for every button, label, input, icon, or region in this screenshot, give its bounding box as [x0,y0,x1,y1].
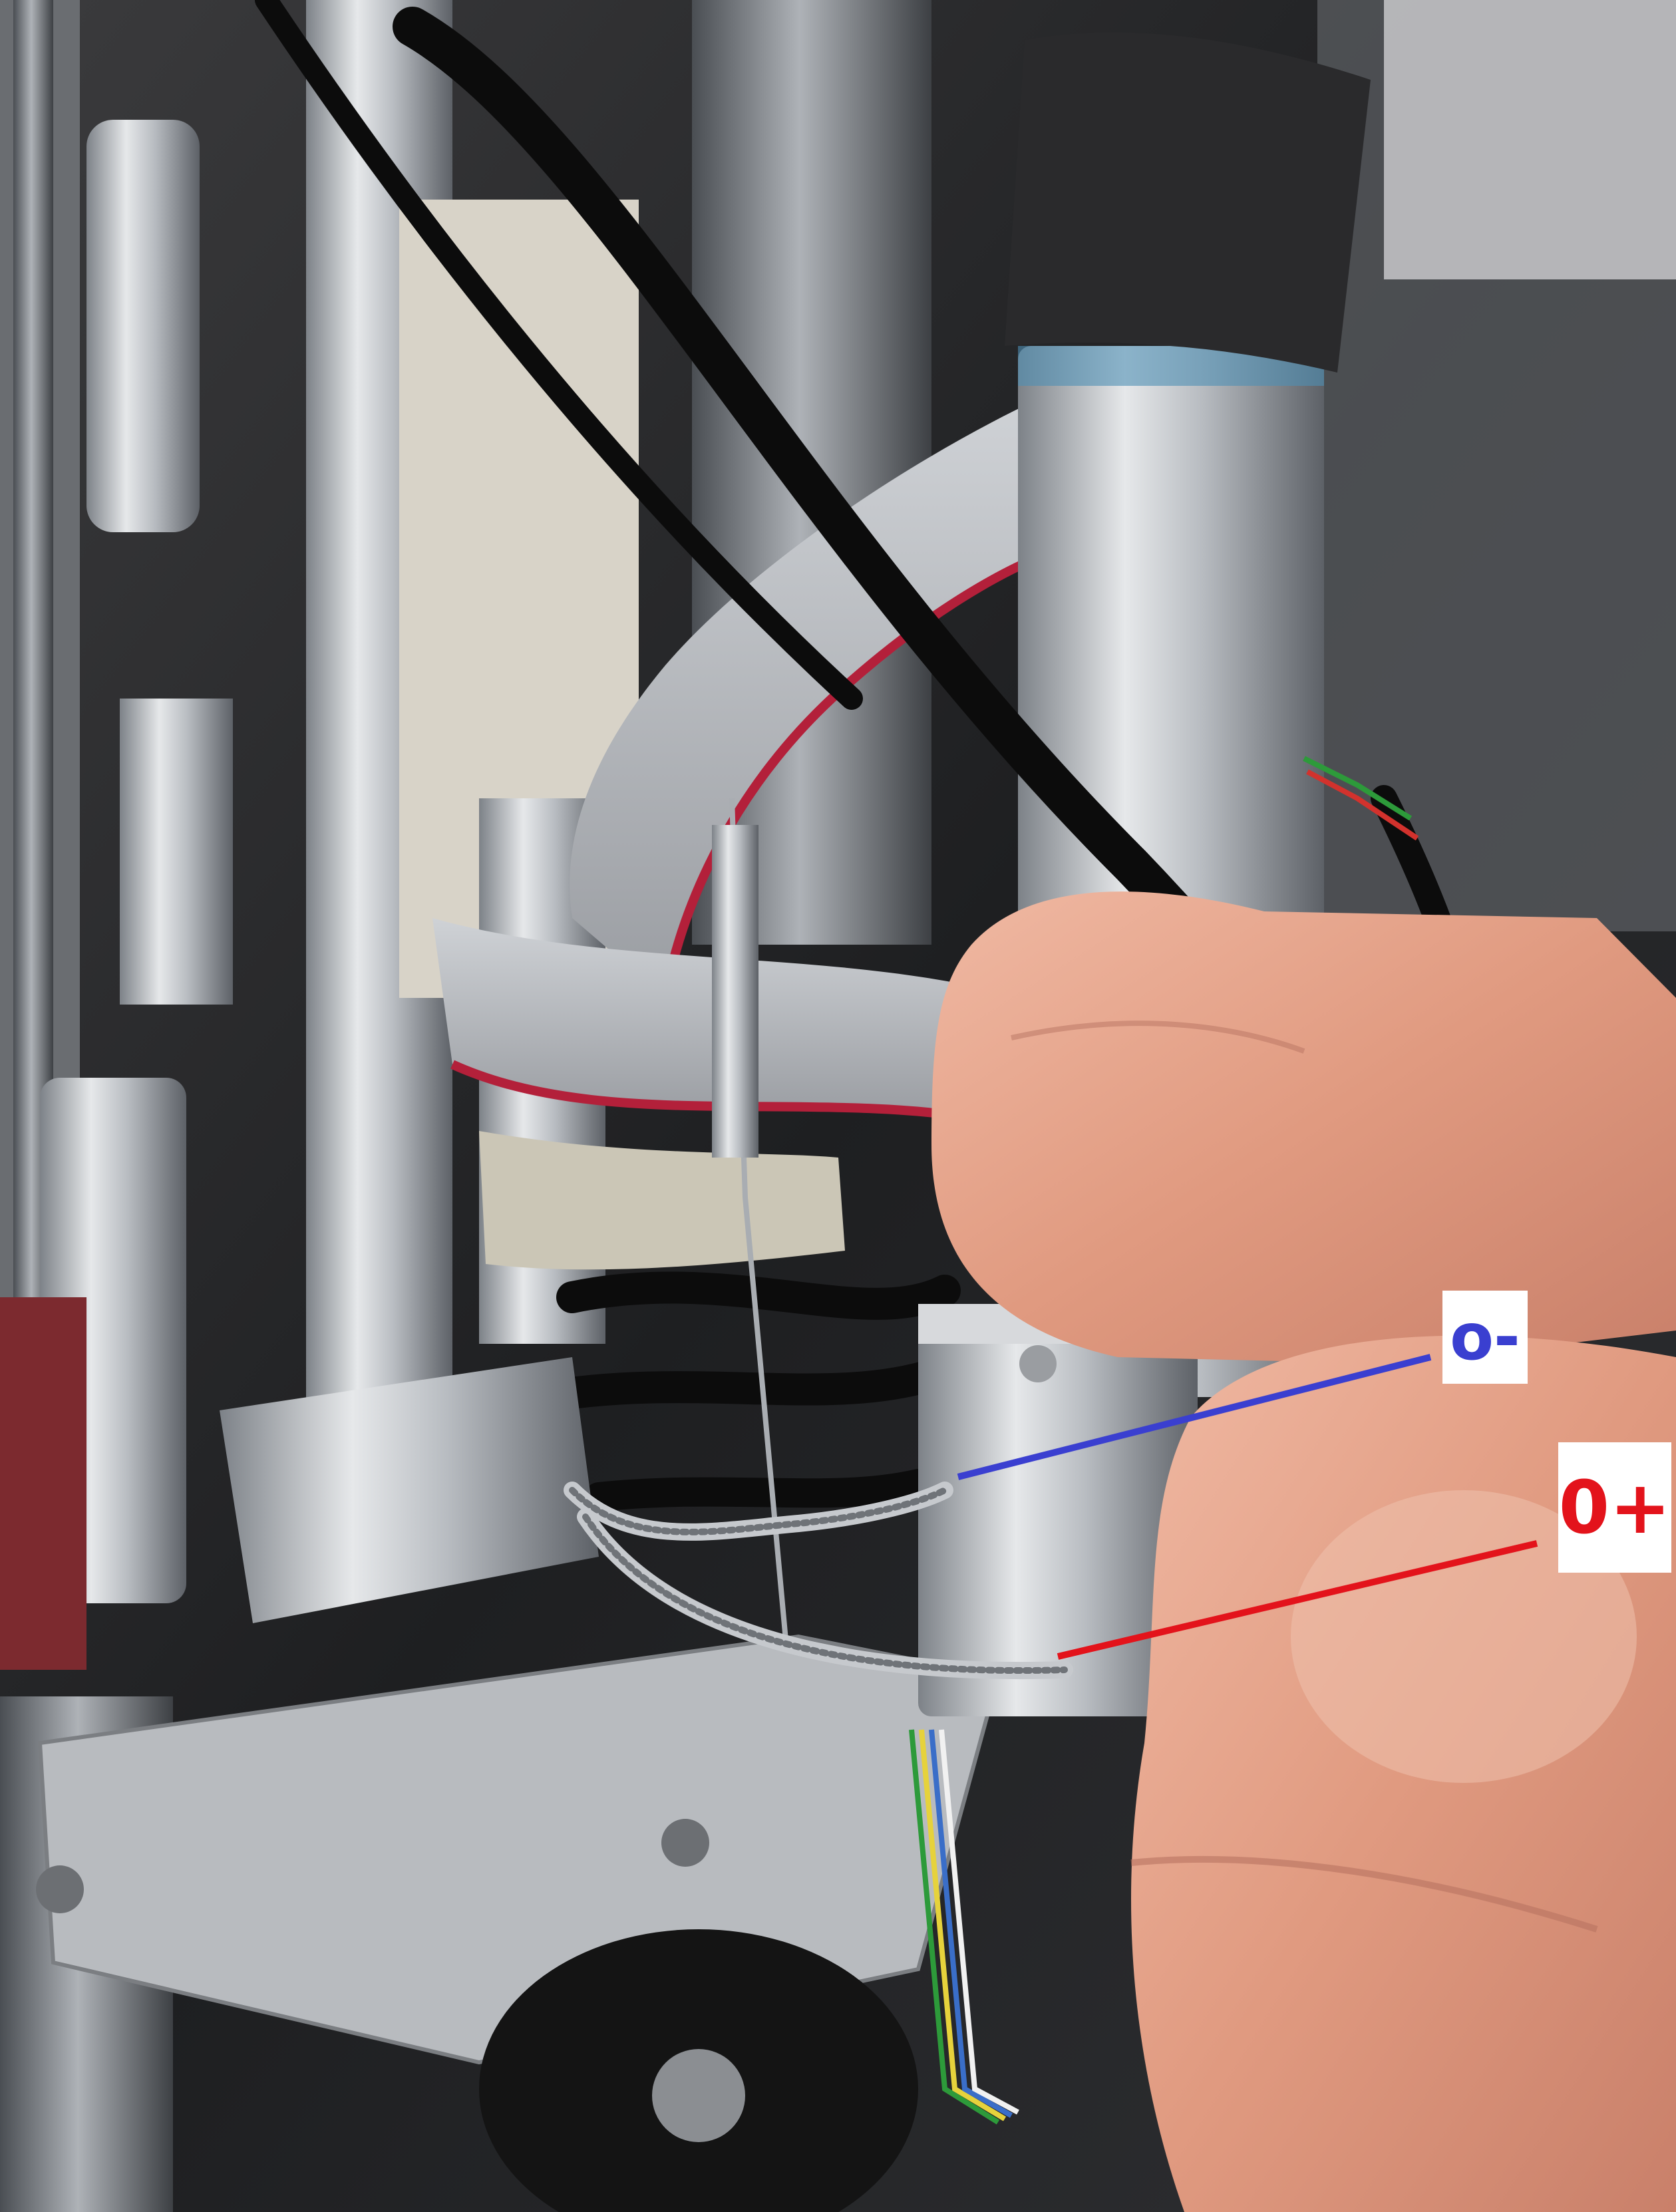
negative-terminal-label: o- [1442,1291,1528,1384]
ribbon-cable [432,399,1053,1270]
wire-crimp [712,825,758,1158]
background-bright-panel [1384,0,1676,279]
positive-terminal-label: 0+ [1558,1442,1671,1573]
positive-terminal-text: 0+ [1558,1465,1671,1550]
colored-wires [909,756,1419,2125]
hand [931,891,1676,2212]
positive-pointer-line [1057,1540,1538,1660]
negative-pointer-line [957,1354,1432,1480]
spring-cables [564,1482,1073,1680]
negative-terminal-text: o- [1450,1300,1520,1374]
